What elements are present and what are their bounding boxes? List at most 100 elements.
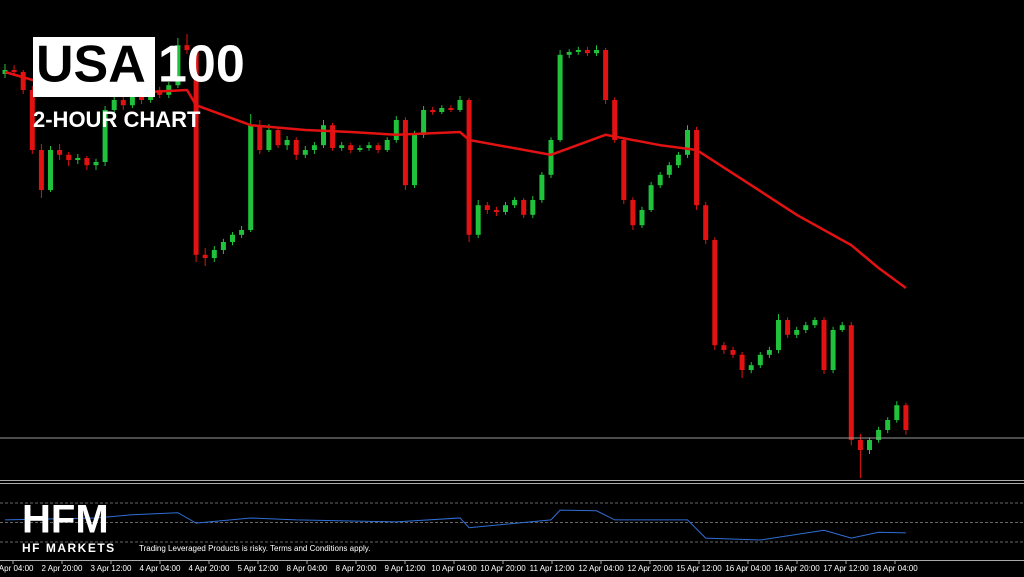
chart-title: 100 [158, 36, 245, 94]
candle-body [193, 50, 199, 255]
candle-body [302, 150, 308, 155]
candle-body [648, 185, 654, 210]
plot: 2 Apr 04:00 2 Apr 20:00 3 Apr 12:00 4 Apr 0… [0, 34, 1024, 573]
candle-body [493, 210, 499, 212]
candle-body [412, 134, 417, 186]
x-tick-label: 9 Apr 12:00 [385, 564, 426, 573]
candle-body [48, 150, 53, 190]
candle-body [748, 365, 754, 370]
candle-body [457, 100, 463, 110]
x-tick-label: 12 Apr 20:00 [627, 564, 673, 573]
candle-body [657, 174, 663, 186]
candle-body [830, 330, 836, 370]
candle-body [521, 200, 527, 215]
moving-average [4, 70, 907, 290]
candle-body [211, 250, 217, 258]
x-tick-label: 18 Apr 04:00 [872, 564, 918, 573]
logo-tagline: HF MARKETS [22, 541, 116, 555]
candle-body [75, 158, 81, 160]
candle-body [603, 50, 609, 100]
candle-body [448, 108, 454, 110]
candle-body [803, 325, 809, 330]
candle-body [402, 120, 408, 186]
candle-body [776, 320, 781, 350]
candle-body [29, 90, 35, 150]
candle-body [575, 50, 581, 52]
candle-body [284, 140, 290, 146]
candle-body [102, 110, 108, 162]
candle-body [548, 140, 554, 175]
candle-body [821, 320, 827, 370]
candle-body [275, 130, 281, 146]
x-tick-label: 10 Apr 20:00 [480, 564, 526, 573]
candle-body [220, 242, 226, 250]
candle-body [484, 205, 490, 210]
candle-body [84, 158, 90, 166]
candle-body [375, 145, 381, 150]
candle-body [66, 154, 72, 160]
candle-body [594, 50, 599, 54]
candle-body [93, 162, 99, 166]
x-tick-label: 4 Apr 04:00 [140, 564, 181, 573]
candle-body [202, 254, 208, 258]
disclaimer: Trading Leveraged Products is risky. Ter… [139, 544, 370, 553]
candle-body [111, 100, 117, 110]
candle-body [557, 54, 563, 140]
candle-body [239, 230, 245, 235]
candle-body [876, 430, 882, 440]
candle-body [694, 130, 700, 206]
candle-body [129, 94, 135, 106]
candle-body [730, 350, 736, 355]
candle-body [248, 125, 254, 230]
candle-body [584, 50, 590, 54]
x-tick-label: 8 Apr 04:00 [287, 564, 328, 573]
candle-body [311, 145, 317, 150]
chart-title: USA [36, 36, 146, 94]
candle-body [384, 140, 390, 150]
x-tick-label: 15 Apr 12:00 [676, 564, 722, 573]
candle-body [393, 120, 399, 140]
candle-body [621, 140, 627, 200]
candle-body [539, 174, 545, 200]
candle-body [785, 320, 791, 335]
candle-body [503, 205, 508, 212]
x-tick-label: 2 Apr 04:00 [0, 564, 34, 573]
candle-body [366, 145, 372, 148]
candle-body [685, 130, 690, 155]
indicator-line [4, 509, 906, 541]
x-tick-label: 8 Apr 20:00 [336, 564, 377, 573]
candle-body [639, 210, 645, 226]
x-tick-label: 5 Apr 12:00 [238, 564, 279, 573]
candle-body [330, 125, 336, 148]
x-tick-label: 2 Apr 20:00 [42, 564, 83, 573]
candle-body [721, 345, 727, 350]
candle-body [612, 100, 618, 140]
candle-body [20, 72, 26, 90]
candle-body [666, 165, 672, 175]
candle-body [293, 140, 299, 155]
x-tick-label: 10 Apr 04:00 [431, 564, 477, 573]
candle-body [794, 330, 800, 335]
candle-body [530, 200, 536, 215]
candle-body [266, 130, 272, 150]
candle-body [439, 108, 445, 112]
candle-body [739, 354, 745, 370]
candle-body [184, 45, 190, 50]
x-tick-label: 12 Apr 04:00 [578, 564, 624, 573]
logo: HFM [22, 498, 109, 542]
title-highlight [33, 37, 155, 97]
x-tick-label: 17 Apr 12:00 [823, 564, 869, 573]
candle-body [712, 240, 718, 346]
candle-body [430, 110, 436, 112]
x-tick-label: 4 Apr 20:00 [189, 564, 230, 573]
candle-body [257, 125, 263, 150]
x-tick-label: 11 Apr 12:00 [530, 564, 575, 573]
candle-body [867, 440, 872, 450]
candle-body [230, 234, 235, 242]
x-tick-label: 16 Apr 04:00 [725, 564, 771, 573]
candle-body [766, 350, 772, 355]
candle-body [139, 94, 144, 100]
candle-body [512, 200, 518, 206]
